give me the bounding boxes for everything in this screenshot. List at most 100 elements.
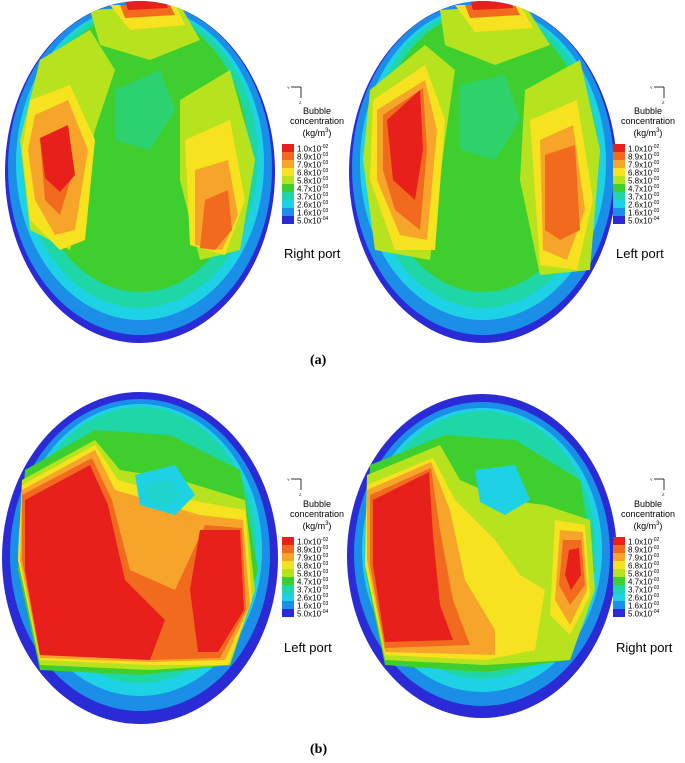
legend-row: 8.9x10-03 [613, 151, 683, 162]
legend-label: 4.7x10-03 [297, 576, 329, 587]
legend-row: 7.9x10-03 [613, 553, 683, 562]
legend-label: 6.8x10-03 [628, 560, 660, 571]
legend-row: 8.9x10-03 [282, 152, 352, 161]
legend-swatch [282, 144, 294, 152]
axis-indicator-a-left: Y Z [287, 84, 307, 106]
legend-swatch [282, 152, 294, 160]
legend-label: 1.0x10-02 [297, 143, 329, 154]
axis-y-label: Y [650, 477, 653, 482]
legend-label: 8.9x10-03 [628, 544, 660, 555]
legend-label: 3.7x10-03 [628, 584, 660, 595]
legend-row: 1.6x10-03 [613, 207, 683, 218]
legend-swatch [282, 208, 294, 216]
legend-row: 2.6x10-03 [282, 593, 352, 602]
axis-z-label: Z [662, 100, 665, 105]
legend-label: 1.0x10-02 [628, 143, 660, 154]
legend-label: 5.0x10-04 [297, 215, 329, 226]
legend-label: 8.9x10-03 [297, 544, 329, 555]
legend-row: 2.6x10-03 [613, 199, 683, 210]
axis-indicator-a-right: Y Z [650, 84, 670, 106]
legend-label: 5.8x10-03 [297, 568, 329, 579]
legend-row: 5.8x10-03 [282, 175, 352, 186]
legend-a-right: Bubble concentration (kg/m3) 1.0x10-02 8.… [613, 106, 683, 226]
legend-row: 5.0x10-04 [613, 215, 683, 226]
legend-row: 1.6x10-03 [282, 208, 352, 217]
legend-row: 4.7x10-03 [282, 183, 352, 194]
axis-indicator-b-right: Y Z [650, 476, 670, 498]
legend-row: 7.9x10-03 [282, 159, 352, 170]
legend-label: 5.0x10-04 [297, 608, 329, 619]
legend-label: 1.0x10-02 [628, 536, 660, 547]
legend-label: 3.7x10-03 [628, 191, 660, 202]
legend-row: 4.7x10-03 [613, 576, 683, 587]
legend-label: 1.6x10-03 [628, 207, 660, 218]
legend-swatch [613, 208, 625, 216]
legend-swatch [613, 144, 625, 152]
legend-swatch [613, 537, 625, 545]
legend-row: 4.7x10-03 [613, 183, 683, 194]
caption-b: (b) [310, 742, 328, 757]
legend-swatch [282, 200, 294, 208]
axis-indicator-b-left: Y Z [287, 476, 307, 498]
legend-label: 3.7x10-03 [297, 584, 329, 595]
axis-z-label: Z [662, 492, 665, 497]
legend-swatch [282, 569, 294, 577]
legend-label: 8.9x10-03 [628, 151, 660, 162]
axis-z-label: Z [299, 492, 302, 497]
legend-label: 7.9x10-03 [297, 159, 329, 170]
legend-title: Bubble concentration (kg/m3) [289, 499, 345, 531]
legend-swatch [282, 553, 294, 561]
legend-b-left: Bubble concentration (kg/m3) 1.0x10-02 8.… [282, 499, 352, 619]
legend-row: 5.8x10-03 [282, 568, 352, 579]
legend-label: 6.8x10-03 [628, 167, 660, 178]
legend-label: 5.0x10-04 [628, 608, 660, 619]
legend-row: 1.0x10-02 [613, 143, 683, 154]
legend-label: 6.8x10-03 [297, 560, 329, 571]
contour-plot-a-left [0, 0, 280, 350]
legend-label: 7.9x10-03 [628, 159, 660, 170]
legend-swatch [613, 192, 625, 200]
legend-row: 6.8x10-03 [613, 167, 683, 178]
legend-swatch [282, 160, 294, 168]
legend-swatch [282, 601, 294, 609]
legend-row: 5.8x10-03 [613, 568, 683, 579]
legend-label: 4.7x10-03 [628, 183, 660, 194]
legend-title: Bubble concentration (kg/m3) [620, 499, 676, 531]
contour-plot-b-left [0, 390, 280, 730]
legend-swatch [282, 545, 294, 553]
legend-swatch [613, 160, 625, 168]
legend-swatch [282, 561, 294, 569]
caption-a: (a) [310, 353, 327, 368]
legend-row: 2.6x10-03 [613, 593, 683, 602]
legend-row: 4.7x10-03 [282, 576, 352, 587]
legend-label: 3.7x10-03 [297, 191, 329, 202]
legend-swatch [613, 545, 625, 553]
legend-swatch [282, 192, 294, 200]
legend-label: 5.8x10-03 [628, 568, 660, 579]
legend-label: 2.6x10-03 [628, 199, 660, 210]
port-label-a-left: Right port [284, 246, 341, 261]
legend-swatch [282, 537, 294, 545]
legend-swatch [282, 184, 294, 192]
legend-swatch [613, 593, 625, 601]
legend-label: 1.6x10-03 [628, 600, 660, 611]
axis-y-label: Y [650, 85, 653, 90]
legend-label: 4.7x10-03 [297, 183, 329, 194]
legend-swatch [282, 176, 294, 184]
legend-swatch [282, 609, 294, 617]
axis-y-label: Y [287, 477, 290, 482]
port-label-a-right: Left port [616, 246, 664, 261]
legend-label: 5.0x10-04 [628, 215, 660, 226]
legend-swatch [613, 553, 625, 561]
legend-label: 5.8x10-03 [297, 175, 329, 186]
legend-swatch [613, 168, 625, 176]
legend-swatch [282, 168, 294, 176]
legend-label: 4.7x10-03 [628, 576, 660, 587]
port-label-b-right: Right port [616, 640, 673, 655]
legend-title: Bubble concentration (kg/m3) [620, 106, 676, 138]
legend-row: 6.8x10-03 [282, 560, 352, 571]
legend-row: 5.0x10-04 [282, 215, 352, 226]
legend-swatch [613, 152, 625, 160]
legend-row: 2.6x10-03 [282, 200, 352, 209]
legend-row: 6.8x10-03 [282, 168, 352, 177]
